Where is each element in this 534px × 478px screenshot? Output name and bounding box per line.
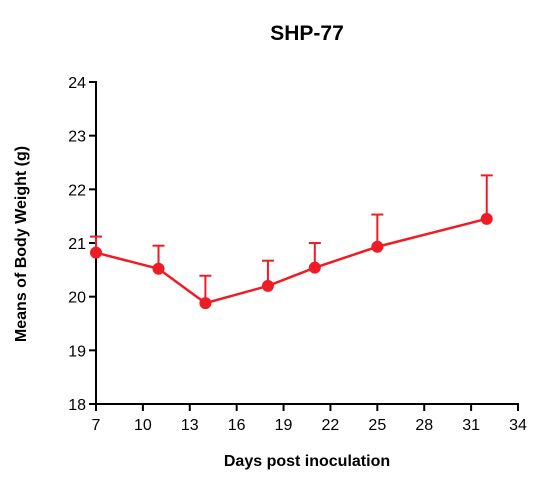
y-tick-label: 18 xyxy=(68,397,86,414)
x-tick-label: 10 xyxy=(134,417,152,434)
x-tick-label: 25 xyxy=(368,417,386,434)
x-tick-label: 13 xyxy=(181,417,199,434)
x-tick-label: 16 xyxy=(228,417,246,434)
data-point xyxy=(152,262,165,275)
x-axis-label: Days post inoculation xyxy=(224,453,390,470)
y-axis: 18 19 20 21 22 23 24 xyxy=(68,75,97,414)
x-axis: 7 10 13 16 19 22 25 28 31 34 xyxy=(92,403,527,434)
data-point xyxy=(480,212,493,225)
series-line xyxy=(95,217,488,305)
y-tick-label: 20 xyxy=(68,290,86,307)
data-point xyxy=(90,246,102,259)
x-tick-label: 7 xyxy=(92,417,101,434)
plot-area xyxy=(90,174,493,310)
chart-title: SHP-77 xyxy=(270,22,344,45)
y-tick-label: 23 xyxy=(68,129,86,146)
x-tick-label: 31 xyxy=(462,417,480,434)
y-tick-label: 21 xyxy=(68,236,86,253)
x-tick-label: 34 xyxy=(509,417,527,434)
x-tick-label: 22 xyxy=(322,417,340,434)
x-tick-label: 28 xyxy=(415,417,433,434)
y-tick-label: 22 xyxy=(68,182,86,199)
y-axis-label: Means of Body Weight (g) xyxy=(13,146,30,342)
x-tick-label: 19 xyxy=(275,417,293,434)
y-tick-label: 24 xyxy=(68,75,86,92)
y-tick-label: 19 xyxy=(68,343,86,360)
data-point xyxy=(261,279,274,292)
data-point xyxy=(308,261,321,274)
data-point xyxy=(371,240,384,253)
data-point xyxy=(199,297,212,310)
